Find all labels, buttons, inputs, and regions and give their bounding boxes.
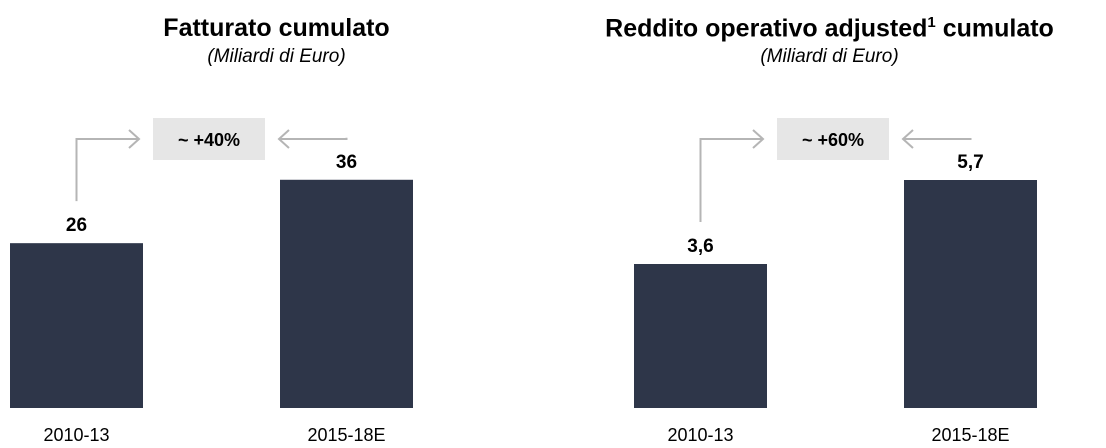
growth-connector-right xyxy=(903,138,972,140)
arrow-right-icon xyxy=(128,129,141,149)
bar-value-label: 36 xyxy=(336,152,357,173)
category-tick-label: 2015-18E xyxy=(307,425,385,445)
chart-fatturato: Fatturato cumulato (Miliardi di Euro) 26… xyxy=(10,14,413,445)
bar-2015-18E xyxy=(904,180,1037,408)
growth-box xyxy=(777,118,889,160)
bar-value-label: 5,7 xyxy=(957,152,983,173)
growth-connector-right xyxy=(279,137,348,140)
chart-title: Reddito operativo adjusted1 cumulato xyxy=(605,14,1054,43)
category-tick-label: 2010-13 xyxy=(43,425,109,445)
footnote-marker: 1 xyxy=(927,14,936,31)
bar-2010-13 xyxy=(634,264,767,408)
arrow-right-icon xyxy=(752,129,765,149)
bar-plot: 3,6 2010-13 5,7 2015-18E ~ +60% xyxy=(634,118,1037,445)
chart-subtitle: (Miliardi di Euro) xyxy=(207,46,346,67)
growth-box xyxy=(153,118,265,160)
arrow-left-icon xyxy=(901,129,914,149)
bar-plot: 26 2010-13 36 2015-18E ~ +40% xyxy=(10,118,413,445)
bar-2015-18E xyxy=(280,179,413,408)
growth-connector-left xyxy=(699,138,763,222)
chart-reddito-operativo: Reddito operativo adjusted1 cumulato (Mi… xyxy=(553,0,1106,448)
arrow-left-icon xyxy=(277,129,290,149)
growth-label: ~ +40% xyxy=(178,130,240,150)
growth-connector-left xyxy=(75,138,139,202)
bar-value-label: 26 xyxy=(66,215,87,236)
bar-value-label: 3,6 xyxy=(687,236,713,257)
growth-label: ~ +60% xyxy=(802,130,864,150)
chart-subtitle: (Miliardi di Euro) xyxy=(760,46,899,67)
category-tick-label: 2010-13 xyxy=(667,425,733,445)
category-tick-label: 2015-18E xyxy=(931,425,1009,445)
chart-title: Fatturato cumulato xyxy=(163,14,390,42)
bar-2010-13 xyxy=(10,243,143,408)
